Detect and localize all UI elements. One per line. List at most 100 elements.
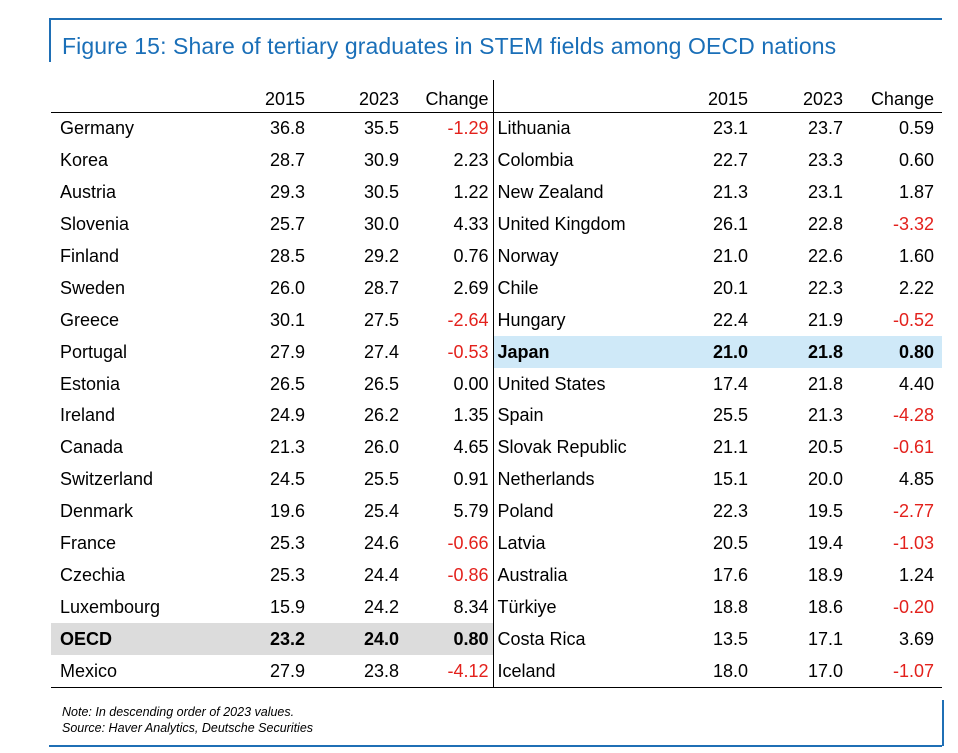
value-2023-cell: 30.0 <box>363 214 399 235</box>
table-row: Switzerland 24.5 25.5 0.91 Netherlands 15.1 20… <box>51 463 942 496</box>
value-2023-cell: 22.3 <box>807 277 843 298</box>
header-change-left: Change <box>399 80 494 113</box>
value-2023-cell: 23.1 <box>807 182 843 203</box>
change-cell: -1.03 <box>892 533 934 554</box>
change-cell: 2.23 <box>399 144 494 177</box>
change-cell: 0.00 <box>399 368 494 401</box>
value-2015-cell: 28.5 <box>269 246 305 266</box>
country-cell: Spain <box>497 405 544 426</box>
value-2015-cell: 21.3 <box>269 437 305 458</box>
change-cell: 4.40 <box>898 373 934 394</box>
frame-bottom-line <box>49 745 942 747</box>
value-2015-cell: 21.0 <box>712 246 748 266</box>
change-cell: -2.64 <box>399 304 494 337</box>
footnote: Note: In descending order of 2023 values… <box>62 704 313 736</box>
table-body: Germany 36.8 35.5 -1.29 Lithuania 23.1 23.7 0.5… <box>51 112 942 689</box>
table-row: Germany 36.8 35.5 -1.29 Lithuania 23.1 23.7 0.5… <box>51 112 942 145</box>
country-cell: Switzerland <box>60 469 154 490</box>
change-cell: 4.33 <box>399 208 494 241</box>
change-cell: 2.22 <box>898 277 934 298</box>
country-cell: Slovenia <box>60 214 130 235</box>
figure-title: Figure 15: Share of tertiary graduates i… <box>62 33 837 59</box>
change-cell: -0.52 <box>892 309 934 330</box>
change-cell: 1.24 <box>898 564 934 585</box>
value-2023-cell: 25.4 <box>363 501 399 522</box>
country-cell: Norway <box>497 246 559 266</box>
table-row: Estonia 26.5 26.5 0.00 United States 17.4 21.8… <box>51 368 942 401</box>
value-2015-cell: 17.4 <box>712 373 748 394</box>
value-2015-cell: 27.9 <box>269 341 305 362</box>
frame-right-line <box>942 700 944 746</box>
value-2015-cell: 21.1 <box>712 437 748 458</box>
change-cell: 2.69 <box>399 272 494 305</box>
value-2023-cell: 17.0 <box>748 655 843 689</box>
country-cell: Ireland <box>60 405 116 426</box>
value-2023-cell: 35.5 <box>363 118 399 139</box>
value-2023-cell: 27.4 <box>363 341 399 362</box>
country-cell: Türkiye <box>497 596 557 617</box>
value-2023-cell: 25.5 <box>363 469 399 490</box>
change-cell: -0.61 <box>892 437 934 458</box>
table-row: Finland 28.5 29.2 0.76 Norway 21.0 22.6 1.60 <box>51 240 942 273</box>
value-2015-cell: 20.5 <box>712 533 748 554</box>
value-2015-cell: 24.9 <box>269 405 305 426</box>
value-2023-cell: 30.5 <box>363 182 399 203</box>
value-2023-cell: 30.9 <box>363 150 399 171</box>
value-2015-cell: 23.1 <box>712 118 748 139</box>
country-cell: New Zealand <box>497 182 604 203</box>
value-2015-cell: 15.9 <box>269 596 305 617</box>
value-2015-cell: 26.1 <box>712 214 748 235</box>
header-blank-right <box>493 80 659 113</box>
value-2015-cell: 13.5 <box>712 628 748 649</box>
value-2023-cell: 23.7 <box>807 118 843 139</box>
value-2023-cell: 21.8 <box>807 373 843 394</box>
table-row: Sweden 26.0 28.7 2.69 Chile 20.1 22.3 2.22 <box>51 272 942 305</box>
country-cell: United States <box>497 373 606 394</box>
country-cell: Denmark <box>60 501 134 522</box>
value-2015-cell: 18.0 <box>659 655 748 689</box>
country-cell: Sweden <box>60 277 126 298</box>
value-2015-cell: 28.7 <box>269 150 305 171</box>
frame-left-line <box>49 18 51 62</box>
change-cell: -4.28 <box>892 405 934 426</box>
country-cell: Hungary <box>497 309 566 330</box>
value-2023-cell: 17.1 <box>807 628 843 649</box>
value-2015-cell: 25.7 <box>269 214 305 235</box>
change-cell: -2.77 <box>892 501 934 522</box>
table-row: Austria 29.3 30.5 1.22 New Zealand 21.3 23.1 1.… <box>51 176 942 209</box>
change-cell: -0.53 <box>399 336 494 369</box>
value-2023-cell: 21.9 <box>807 309 843 330</box>
value-2023-cell: 19.5 <box>807 501 843 522</box>
country-cell: Poland <box>497 501 554 522</box>
value-2023-cell: 19.4 <box>807 533 843 554</box>
value-2015-cell: 26.5 <box>269 373 305 394</box>
value-2023-cell: 20.0 <box>807 469 843 490</box>
change-cell: 8.34 <box>399 591 494 624</box>
table-row: Luxembourg 15.9 24.2 8.34 Türkiye 18.8 18.6 -0.… <box>51 591 942 624</box>
change-cell: -4.12 <box>399 655 494 689</box>
table-row: Mexico 27.9 23.8 -4.12 Iceland 18.0 17.0 -1.07 <box>51 655 942 689</box>
country-cell: Austria <box>60 182 117 203</box>
value-2015-cell: 36.8 <box>269 118 305 139</box>
value-2015-cell: 17.6 <box>712 564 748 585</box>
country-cell: Latvia <box>497 533 546 554</box>
change-cell: 0.76 <box>399 240 494 273</box>
country-cell: Greece <box>60 309 120 330</box>
header-blank-left <box>51 80 217 113</box>
change-cell: 1.60 <box>898 246 934 266</box>
change-cell: -1.07 <box>843 655 942 689</box>
value-2015-cell: 25.3 <box>269 533 305 554</box>
country-cell: Lithuania <box>497 118 571 139</box>
table-header-row: 2015 2023 Change 2015 2023 Change <box>51 80 942 113</box>
source-text: Source: Haver Analytics, Deutsche Securi… <box>62 721 314 735</box>
change-cell: 0.80 <box>399 623 494 656</box>
country-cell: Korea <box>60 150 109 171</box>
country-cell: Slovak Republic <box>497 437 627 458</box>
value-2015-cell: 19.6 <box>269 501 305 522</box>
value-2015-cell: 25.3 <box>269 564 305 585</box>
value-2023-cell: 22.8 <box>807 214 843 235</box>
country-cell: Iceland <box>493 655 659 689</box>
change-cell: -0.86 <box>399 559 494 592</box>
value-2015-cell: 26.0 <box>269 277 305 298</box>
value-2015-cell: 22.3 <box>712 501 748 522</box>
